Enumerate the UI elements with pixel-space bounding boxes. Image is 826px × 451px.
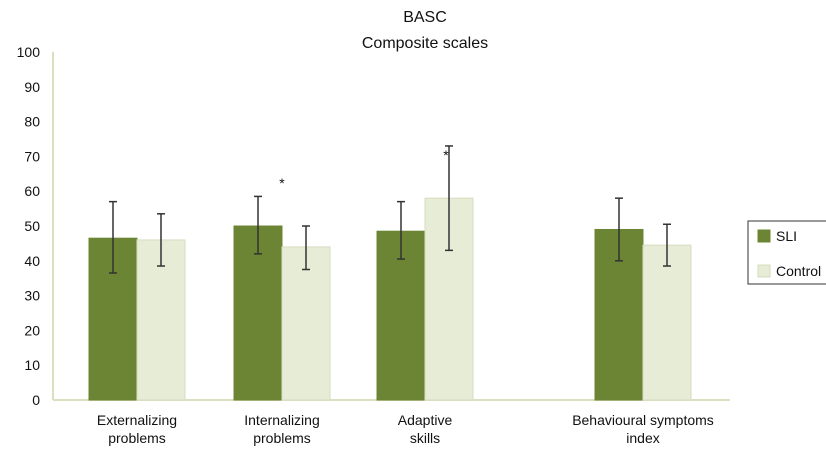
y-tick-label: 80	[24, 114, 40, 130]
y-tick-label: 20	[24, 322, 40, 338]
y-tick-label: 10	[24, 357, 40, 373]
legend-swatch	[757, 264, 771, 278]
y-tick-label: 0	[32, 392, 40, 408]
category-label: problems	[108, 430, 166, 446]
chart-title: BASC	[403, 9, 447, 26]
error-bar	[445, 145, 453, 252]
error-bar	[302, 225, 310, 271]
legend-label: SLI	[776, 228, 797, 244]
significance-markers: **	[279, 147, 449, 191]
error-bar	[663, 223, 671, 267]
category-label: Adaptive	[398, 412, 453, 428]
chart-subtitle: Composite scales	[362, 35, 488, 52]
y-tick-label: 50	[24, 218, 40, 234]
error-bar	[157, 213, 165, 267]
y-tick-label: 30	[24, 288, 40, 304]
category-labels: Externalizing problems Internalizing proble…	[97, 412, 714, 446]
category-label: Internalizing	[244, 412, 320, 428]
error-bar	[397, 200, 405, 260]
category-label: skills	[410, 430, 440, 446]
y-tick-label: 40	[24, 253, 40, 269]
category-label: index	[626, 430, 659, 446]
y-axis-ticks: 0 10 20 30 40 50 60 70 80 90 100	[17, 44, 41, 408]
category-label: problems	[253, 430, 311, 446]
error-bar	[615, 197, 623, 262]
legend: SLI Control	[747, 220, 826, 285]
significance-marker: *	[443, 147, 449, 163]
y-tick-label: 90	[24, 79, 40, 95]
error-bar	[254, 195, 262, 255]
y-tick-label: 60	[24, 183, 40, 199]
legend-swatch	[757, 229, 771, 243]
bars	[88, 197, 692, 401]
category-label: Behavioural symptoms	[572, 412, 714, 428]
bar-control	[642, 244, 692, 401]
error-bars	[109, 145, 671, 274]
legend-label: Control	[776, 263, 821, 279]
category-label: Externalizing	[97, 412, 177, 428]
y-tick-label: 70	[24, 148, 40, 164]
y-tick-label: 100	[17, 44, 41, 60]
significance-marker: *	[279, 175, 285, 191]
error-bar	[109, 200, 117, 274]
bar-control	[281, 246, 331, 401]
